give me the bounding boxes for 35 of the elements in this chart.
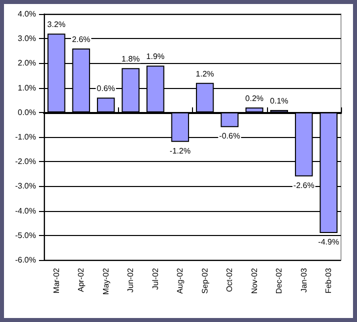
y-tick-label: 3.0% xyxy=(18,34,36,44)
y-tick-label: -6.0% xyxy=(15,256,36,264)
y-tick-label: -3.0% xyxy=(15,182,36,191)
data-label: -1.2% xyxy=(170,146,191,156)
x-tick-label: Aug-02 xyxy=(176,267,185,294)
data-label: 1.2% xyxy=(196,69,214,78)
y-tick-label: -5.0% xyxy=(15,230,36,240)
x-tick-label: Feb-03 xyxy=(324,267,334,294)
x-tick-label: Jan-03 xyxy=(299,267,308,292)
data-label: 0.6% xyxy=(96,84,115,94)
data-label: 0.2% xyxy=(245,94,264,103)
x-tick-label: Jul-02 xyxy=(150,267,160,290)
data-label: -0.6% xyxy=(219,132,240,141)
x-tick-label: Apr-02 xyxy=(76,267,86,292)
x-tick-label: Sep-02 xyxy=(200,267,210,294)
y-tick-label: 2.0% xyxy=(18,58,36,68)
y-tick-label: 4.0% xyxy=(18,10,36,18)
data-label: 2.6% xyxy=(72,34,90,44)
y-tick-label: -1.0% xyxy=(15,132,36,142)
y-tick-label: -4.0% xyxy=(15,206,36,216)
y-tick-label: -2.0% xyxy=(15,157,36,166)
data-label: 1.9% xyxy=(146,52,164,62)
x-tick-label: Jun-02 xyxy=(126,267,136,292)
data-label: -4.9% xyxy=(318,237,340,246)
x-tick-label: Dec-02 xyxy=(274,267,284,294)
data-label: 1.8% xyxy=(122,54,140,64)
y-tick-label: 0.0% xyxy=(18,108,36,117)
x-tick-label: May-02 xyxy=(101,267,110,295)
x-tick-label: Mar-02 xyxy=(52,267,61,294)
data-label: 0.1% xyxy=(270,96,288,106)
y-tick-label: 1.0% xyxy=(18,83,36,92)
data-label: 3.2% xyxy=(47,20,66,30)
x-tick-label: Oct-02 xyxy=(225,267,234,292)
data-label: -2.6% xyxy=(293,180,314,190)
x-tick-label: Nov-02 xyxy=(250,267,259,294)
